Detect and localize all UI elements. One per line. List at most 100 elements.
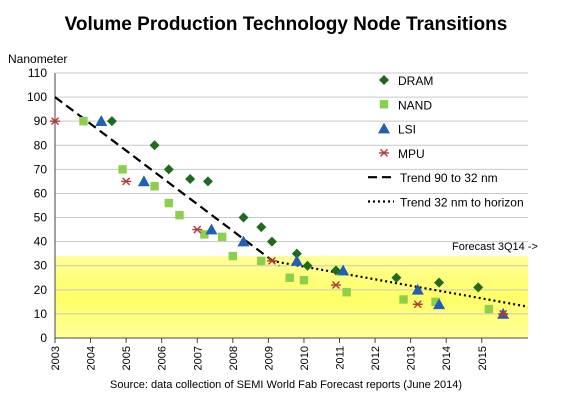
mpu-point bbox=[330, 281, 341, 289]
lsi-point bbox=[337, 264, 350, 276]
forecast-band bbox=[55, 256, 528, 338]
legend-label: DRAM bbox=[398, 74, 433, 88]
star-arm bbox=[413, 300, 422, 309]
dram-point bbox=[202, 176, 213, 187]
trend-line bbox=[54, 96, 280, 267]
x-tick-label: 2013 bbox=[406, 346, 418, 370]
nand-point bbox=[150, 182, 159, 191]
legend-label: LSI bbox=[398, 123, 416, 137]
nand-point bbox=[200, 230, 209, 239]
nand-point bbox=[399, 295, 408, 304]
star-arm bbox=[51, 117, 59, 126]
nand-point bbox=[431, 297, 440, 307]
dram-point bbox=[238, 212, 249, 223]
x-tick-label: 2007 bbox=[192, 346, 204, 370]
dram-point bbox=[266, 236, 277, 247]
y-tick-label: 70 bbox=[34, 162, 48, 176]
star-arm bbox=[331, 281, 340, 289]
dram-point bbox=[434, 277, 445, 288]
chart-title: Volume Production Technology Node Transi… bbox=[65, 14, 508, 35]
lsi-point bbox=[95, 115, 108, 126]
star-arm bbox=[122, 177, 131, 186]
dram-point bbox=[106, 116, 117, 127]
mpu-point bbox=[50, 117, 60, 126]
legend-marker-dram bbox=[379, 75, 389, 85]
lsi-point bbox=[237, 235, 250, 247]
grid-layer bbox=[55, 72, 528, 315]
legend-label: Trend 32 nm to horizon bbox=[400, 196, 524, 210]
legend: DRAM NAND LSI MPU Trend 90 to 32 nm Trend 32 … bbox=[368, 74, 524, 210]
source-note: Source: data collection of SEMI World Fa… bbox=[110, 379, 462, 391]
x-tick-label: 2014 bbox=[441, 346, 453, 370]
y-tick-label: 30 bbox=[34, 259, 48, 273]
legend-marker-lsi bbox=[378, 122, 390, 134]
forecast-band-layer bbox=[55, 256, 528, 338]
dram-point bbox=[302, 260, 313, 271]
y-tick-label: 60 bbox=[34, 186, 48, 200]
lsi-point bbox=[205, 223, 218, 235]
nand-point bbox=[217, 232, 227, 242]
dram-point bbox=[185, 174, 196, 184]
forecast-label: Forecast 3Q14 -> bbox=[452, 241, 538, 253]
mpu-point bbox=[121, 177, 132, 186]
y-tick-label: 50 bbox=[34, 211, 48, 225]
dram-point bbox=[163, 164, 174, 175]
star-arm bbox=[267, 256, 276, 265]
x-tick-label: 2006 bbox=[157, 346, 169, 370]
mpu-point bbox=[498, 309, 509, 318]
dram-point bbox=[291, 248, 302, 259]
x-tick-label: 2010 bbox=[299, 346, 311, 370]
legend-label: NAND bbox=[398, 98, 432, 112]
trend-layer bbox=[54, 96, 529, 308]
points-layer bbox=[50, 115, 510, 319]
mpu-point bbox=[412, 300, 423, 309]
nand-point bbox=[257, 256, 266, 266]
y-tick-label: 10 bbox=[34, 307, 48, 321]
dram-point bbox=[256, 222, 267, 233]
nand-point bbox=[285, 273, 294, 282]
legend-marker-nand bbox=[379, 100, 389, 109]
y-axis-label: Nanometer bbox=[8, 52, 67, 66]
dram-point bbox=[391, 272, 402, 283]
lsi-point bbox=[290, 254, 303, 266]
legend-marker-mpu bbox=[379, 148, 389, 157]
y-tick-label: 90 bbox=[34, 114, 48, 128]
star-arm bbox=[380, 148, 388, 157]
x-tick-label: 2011 bbox=[335, 346, 347, 370]
y-tick-label: 20 bbox=[34, 283, 48, 297]
mpu-point bbox=[192, 225, 203, 234]
axis-layer: 0 10 20 30 40 50 60 70 80 90 100 110 2003 2004 2005 200… bbox=[27, 66, 528, 370]
legend-label: MPU bbox=[398, 147, 425, 161]
y-tick-label: 80 bbox=[34, 138, 48, 152]
nand-point bbox=[228, 251, 238, 261]
nand-point bbox=[484, 304, 494, 314]
nand-point bbox=[175, 210, 184, 220]
y-tick-label: 40 bbox=[34, 235, 48, 249]
y-tick-label: 100 bbox=[27, 90, 47, 104]
star-arm bbox=[193, 225, 202, 234]
star-arm bbox=[499, 309, 508, 318]
nand-point bbox=[299, 275, 309, 285]
y-tick-label: 0 bbox=[40, 331, 47, 345]
x-tick-label: 2005 bbox=[121, 346, 133, 370]
trend-line bbox=[271, 259, 529, 308]
dram-point bbox=[149, 140, 160, 151]
lsi-point bbox=[433, 298, 446, 310]
x-tick-label: 2015 bbox=[477, 346, 489, 370]
lsi-point bbox=[411, 283, 424, 295]
x-tick-label: 2008 bbox=[228, 346, 240, 370]
lsi-point bbox=[137, 175, 150, 187]
mpu-point bbox=[266, 256, 277, 265]
nand-point bbox=[118, 165, 127, 174]
legend-label: Trend 90 to 32 nm bbox=[400, 171, 498, 185]
nand-point bbox=[342, 288, 351, 297]
dram-point bbox=[473, 282, 484, 293]
x-tick-label: 2003 bbox=[50, 346, 62, 370]
x-tick-label: 2009 bbox=[263, 346, 275, 370]
nand-point bbox=[164, 198, 174, 208]
nand-point bbox=[79, 116, 88, 126]
x-tick-label: 2012 bbox=[370, 346, 382, 370]
x-tick-label: 2004 bbox=[86, 346, 98, 370]
